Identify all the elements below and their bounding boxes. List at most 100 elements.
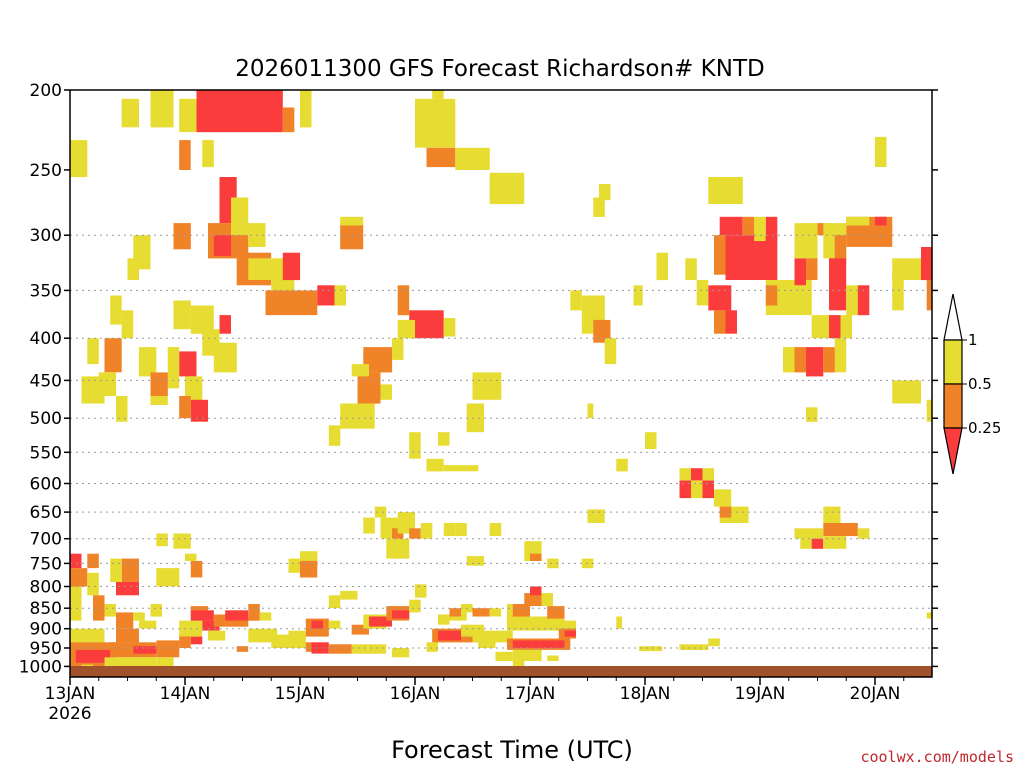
ri-cell-22 <box>265 290 318 316</box>
ri-cell-49 <box>87 338 99 365</box>
ri-cell-148 <box>489 523 502 537</box>
ri-cell-78 <box>587 403 594 419</box>
x-tick-label-4: 17JAN <box>505 684 556 704</box>
ri-cell-249 <box>679 644 709 650</box>
ri-cell-87 <box>685 258 697 280</box>
ri-cell-84 <box>742 216 755 236</box>
y-tick-label-750: 750 <box>30 554 62 574</box>
ri-cell-33 <box>219 315 231 334</box>
ri-cell-88 <box>696 280 709 306</box>
ri-cell-32 <box>190 305 214 334</box>
ri-cell-216 <box>392 648 410 658</box>
ri-cell-236 <box>547 606 565 619</box>
ri-cell-60 <box>380 384 392 400</box>
ri-cell-91 <box>725 310 737 334</box>
ri-cell-9 <box>415 98 456 148</box>
ri-cell-17 <box>213 235 232 257</box>
y-tick-label-700: 700 <box>30 530 62 550</box>
ri-cell-112 <box>846 216 870 226</box>
ri-cell-179 <box>116 628 139 643</box>
ri-cell-58 <box>357 372 381 404</box>
y-tick-label-650: 650 <box>30 503 62 523</box>
ri-cell-244 <box>495 651 513 661</box>
ri-cell-67 <box>426 458 444 472</box>
ri-cell-27 <box>340 223 364 250</box>
ri-cell-68 <box>443 465 479 472</box>
ri-cell-38 <box>167 347 180 389</box>
ri-cell-34 <box>173 300 191 330</box>
ri-cell-89 <box>708 285 732 311</box>
ri-cell-174 <box>139 620 157 629</box>
ri-cell-124 <box>679 480 691 499</box>
ri-cell-182 <box>156 640 180 658</box>
ri-cell-146 <box>443 523 456 537</box>
ri-cell-230 <box>507 616 565 631</box>
ri-cell-208 <box>328 595 341 609</box>
ri-cell-40 <box>190 399 208 422</box>
ri-cell-52 <box>397 285 410 316</box>
ri-cell-126 <box>702 480 714 499</box>
ri-cell-211 <box>369 616 392 627</box>
ri-cell-4 <box>196 90 283 133</box>
ri-cell-0 <box>70 140 88 178</box>
ri-cell-133 <box>800 538 812 549</box>
ri-cell-165 <box>70 553 82 569</box>
ri-cell-169 <box>70 586 82 621</box>
ri-cell-61 <box>340 403 375 429</box>
ri-cell-45 <box>104 338 122 373</box>
ri-cell-158 <box>190 561 203 578</box>
ri-cell-159 <box>185 553 197 561</box>
ri-cell-11 <box>455 147 490 170</box>
ri-cell-202 <box>311 620 323 629</box>
x-tick-label-5: 18JAN <box>620 684 671 704</box>
ri-cell-186 <box>156 657 174 667</box>
ri-cell-131 <box>823 523 858 537</box>
ri-cell-3 <box>179 98 197 133</box>
ri-cell-122 <box>691 468 703 481</box>
ri-cell-157 <box>173 533 191 549</box>
ri-cell-135 <box>823 536 847 549</box>
ri-cell-116 <box>926 280 932 311</box>
ri-cell-83 <box>725 235 778 280</box>
x-tick-label-1: 14JAN <box>160 684 211 704</box>
x-axis-label: Forecast Time (UTC) <box>391 736 633 764</box>
ri-cell-213 <box>392 610 410 619</box>
ri-cell-94 <box>794 258 806 286</box>
ri-cell-214 <box>409 599 421 613</box>
ri-cell-164 <box>110 558 122 582</box>
legend-label-1: 0.5 <box>968 375 992 393</box>
y-tick-label-900: 900 <box>30 620 62 640</box>
x-tick-label-2: 15JAN <box>275 684 326 704</box>
ri-cell-166 <box>70 568 88 587</box>
credit-text: coolwx.com/models <box>860 748 1014 766</box>
ri-cell-106 <box>834 338 847 373</box>
ri-cell-123 <box>702 468 714 481</box>
ri-cell-181 <box>133 646 163 654</box>
ri-cell-195 <box>259 612 272 621</box>
ri-cell-196 <box>208 630 226 641</box>
ri-cell-77 <box>645 432 657 449</box>
ri-cell-229 <box>478 640 496 648</box>
ri-cell-12 <box>489 172 525 205</box>
ri-cell-163 <box>116 582 139 596</box>
ri-cell-185 <box>104 657 157 669</box>
ri-cell-238 <box>472 630 513 643</box>
y-tick-label-800: 800 <box>30 578 62 598</box>
ri-cell-130 <box>823 506 841 523</box>
ri-cell-24 <box>334 285 346 306</box>
ri-cell-245 <box>512 661 525 669</box>
ri-cell-232 <box>512 604 530 617</box>
ri-cell-167 <box>87 553 99 569</box>
ri-cell-107 <box>794 347 806 373</box>
ri-cell-172 <box>116 612 134 629</box>
legend: 1 0.5 0.25 <box>943 293 1001 475</box>
ri-cell-85 <box>754 216 766 242</box>
ri-cell-71 <box>604 338 617 365</box>
ri-cell-59 <box>351 364 369 377</box>
y-tick-label-200: 200 <box>30 81 62 101</box>
ri-cell-82 <box>714 235 726 275</box>
ri-cell-209 <box>351 624 369 635</box>
ri-cell-145 <box>420 523 433 539</box>
y-tick-label-600: 600 <box>30 475 62 495</box>
ri-cell-151 <box>530 553 542 561</box>
